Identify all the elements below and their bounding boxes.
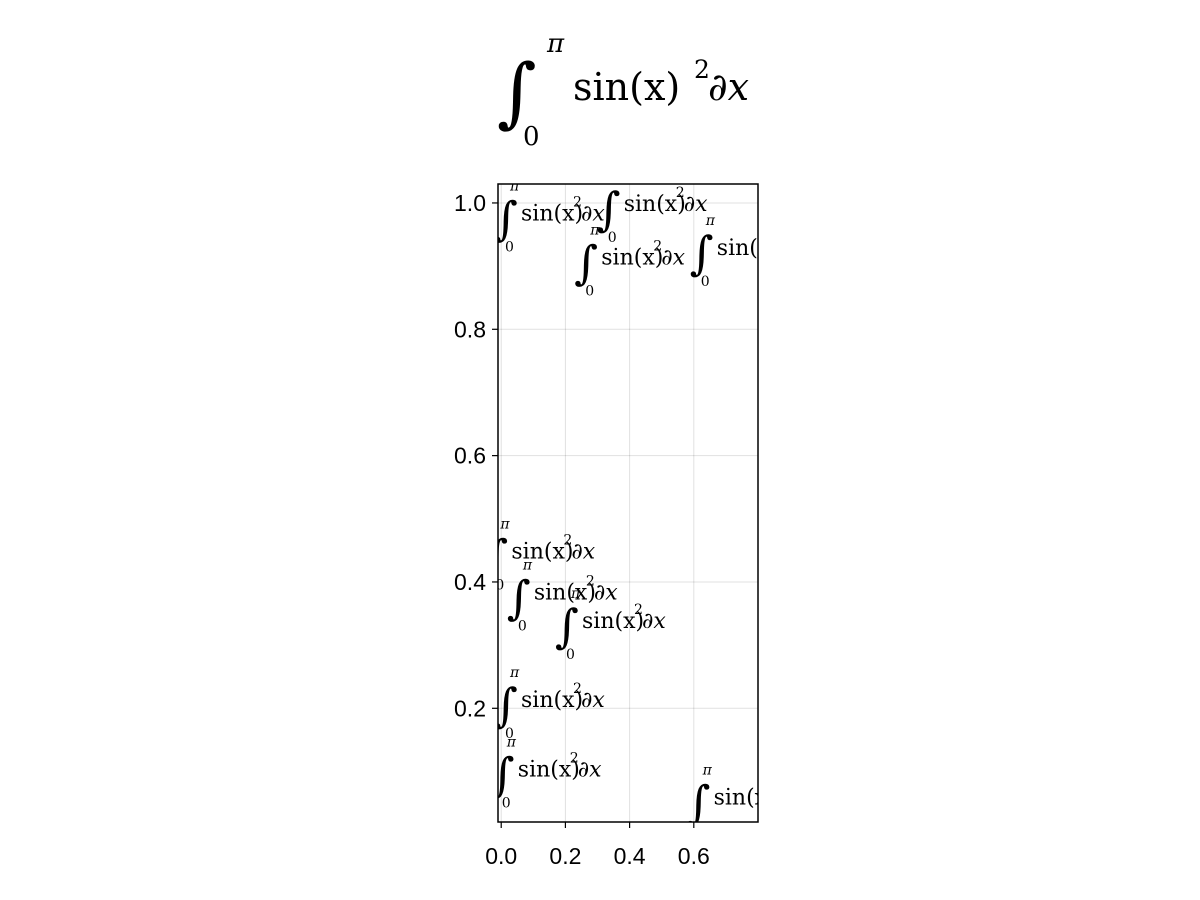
point-8-exponent: 2 <box>570 750 579 766</box>
point-4-body: sin(x) <box>511 539 573 564</box>
x-tick-label-1: 0.2 <box>549 843 581 869</box>
point-3-body: sin(x) <box>717 236 779 261</box>
point-2-exponent: 2 <box>676 185 685 201</box>
point-1-lower-limit: 0 <box>585 284 594 300</box>
data-point-2: ∫π 0 sin(x)2 ∂x <box>597 169 708 246</box>
point-7-exponent: 2 <box>573 681 582 697</box>
point-7-body: sin(x) <box>521 688 583 713</box>
point-5-body: sin(x) <box>534 580 596 605</box>
x-tick-label-0: 0.0 <box>485 843 517 869</box>
point-6-lower-limit: 0 <box>566 647 575 663</box>
point-6-exponent: 2 <box>634 602 643 618</box>
point-9-upper-limit: π <box>702 763 713 779</box>
point-9-lower-limit: 0 <box>698 824 707 840</box>
point-5-integral-sign: ∫ <box>507 570 531 624</box>
point-8-upper-limit: π <box>506 734 517 750</box>
title-differential: ∂x <box>708 65 749 109</box>
point-0-differential: ∂x <box>581 201 605 226</box>
point-8-differential: ∂x <box>578 757 602 782</box>
title-lower-limit: 0 <box>523 122 540 152</box>
x-tick-label-2: 0.4 <box>614 843 646 869</box>
chart-title: ∫ π 0 sin(x) 2 ∂x <box>497 29 749 152</box>
point-0-body: sin(x) <box>521 201 583 226</box>
point-1-differential: ∂x <box>661 246 685 271</box>
point-0-lower-limit: 0 <box>505 239 514 255</box>
point-9-exponent: 2 <box>766 779 775 795</box>
point-5-lower-limit: 0 <box>518 618 527 634</box>
point-2-integral-sign: ∫ <box>597 182 621 236</box>
data-point-8: ∫π 0 sin(x)2 ∂x <box>491 734 602 811</box>
y-tick-label-0: 0.2 <box>454 695 486 721</box>
point-7-upper-limit: π <box>509 665 520 681</box>
data-point-3: ∫π 0 sin(x)2 ∂x <box>690 213 801 290</box>
point-1-upper-limit: π <box>589 223 600 239</box>
point-0-integral-sign: ∫ <box>494 191 518 245</box>
point-7-differential: ∂x <box>581 688 605 713</box>
point-6-differential: ∂x <box>642 609 666 634</box>
y-tick-label-3: 0.8 <box>454 316 486 342</box>
title-integral-sign: ∫ <box>497 47 537 136</box>
data-point-6: ∫π 0 sin(x)2 ∂x <box>555 586 666 663</box>
grid-lines <box>498 184 758 822</box>
point-3-lower-limit: 0 <box>701 274 710 290</box>
point-3-integral-sign: ∫ <box>690 226 714 280</box>
y-tick-label-1: 0.4 <box>454 569 486 595</box>
point-3-exponent: 2 <box>769 229 778 245</box>
point-1-integral-sign: ∫ <box>574 236 598 290</box>
title-exponent: 2 <box>694 55 710 84</box>
point-2-upper-limit: π <box>612 169 623 185</box>
y-tick-label-2: 0.6 <box>454 443 486 469</box>
point-7-integral-sign: ∫ <box>494 678 518 732</box>
point-4-upper-limit: π <box>499 516 510 532</box>
point-4-exponent: 2 <box>563 532 572 548</box>
point-9-integral-sign: ∫ <box>687 776 711 830</box>
point-3-differential: ∂x <box>777 236 801 261</box>
point-4-lower-limit: 0 <box>495 577 504 593</box>
point-5-differential: ∂x <box>594 580 618 605</box>
point-9-differential: ∂x <box>774 786 798 811</box>
point-3-upper-limit: π <box>705 213 716 229</box>
point-8-lower-limit: 0 <box>502 795 511 811</box>
x-axis: 0.0 0.2 0.4 0.6 <box>485 822 710 869</box>
point-8-integral-sign: ∫ <box>491 747 515 801</box>
point-0-upper-limit: π <box>509 178 520 194</box>
point-5-upper-limit: π <box>522 557 533 573</box>
point-6-upper-limit: π <box>570 586 581 602</box>
title-upper-limit: π <box>546 29 565 59</box>
title-body: sin(x) <box>573 65 680 109</box>
data-point-7: ∫π 0 sin(x)2 ∂x <box>494 665 605 742</box>
point-4-differential: ∂x <box>571 539 595 564</box>
point-6-integral-sign: ∫ <box>555 599 579 653</box>
point-0-exponent: 2 <box>573 194 582 210</box>
point-2-body: sin(x) <box>624 192 686 217</box>
point-7-lower-limit: 0 <box>505 726 514 742</box>
point-5-exponent: 2 <box>586 573 595 589</box>
point-1-exponent: 2 <box>653 239 662 255</box>
data-point-9: ∫π 0 sin(x)2 ∂x <box>687 763 798 840</box>
y-tick-label-4: 1.0 <box>454 190 486 216</box>
point-2-differential: ∂x <box>684 192 708 217</box>
point-9-body: sin(x) <box>714 786 776 811</box>
plot-frame <box>497 183 759 823</box>
x-tick-label-3: 0.6 <box>678 843 710 869</box>
point-1-body: sin(x) <box>601 246 663 271</box>
point-2-lower-limit: 0 <box>608 230 617 246</box>
y-axis: 0.2 0.4 0.6 0.8 1.0 <box>454 190 498 721</box>
point-6-body: sin(x) <box>582 609 644 634</box>
point-4-integral-sign: ∫ <box>484 529 508 583</box>
point-8-body: sin(x) <box>518 757 580 782</box>
